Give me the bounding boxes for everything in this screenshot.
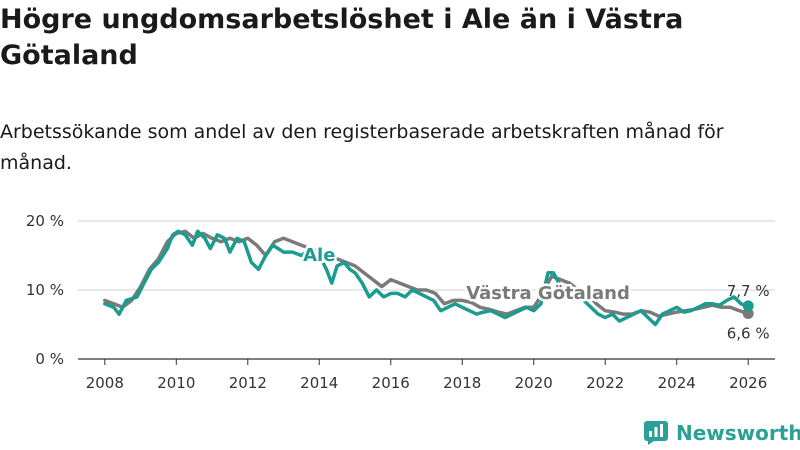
- chart-title: Högre ungdomsarbetslöshet i Ale än i Väs…: [0, 4, 684, 71]
- bar-chart-logo-icon: [644, 421, 668, 445]
- x-tick-label: 2026: [729, 374, 767, 392]
- y-tick-label: 20 %: [26, 212, 64, 230]
- y-tick-label: 10 %: [26, 281, 64, 299]
- series-labels: 6,6 % 7,7 % Ale Västra Götaland: [301, 243, 770, 343]
- x-tick-label: 2016: [372, 374, 410, 392]
- x-tick-label: 2024: [658, 374, 696, 392]
- series-label-v-stra-g-taland: Västra Götaland: [466, 283, 630, 304]
- logo-text: Newsworthy: [676, 421, 800, 445]
- x-tick-label: 2020: [515, 374, 553, 392]
- newsworthy-logo: Newsworthy: [644, 419, 800, 447]
- end-label-ale: 7,7 %: [727, 282, 770, 300]
- series-label-ale: Ale: [303, 245, 335, 266]
- y-tick-label: 0 %: [35, 350, 64, 368]
- chart-subtitle: Arbetssökande som andel av den registerb…: [0, 121, 724, 174]
- series-lines: [103, 229, 754, 327]
- x-tick-label: 2008: [86, 374, 124, 392]
- x-tick-label: 2012: [229, 374, 267, 392]
- y-axis-ticks: 0 % 10 % 20 %: [26, 212, 64, 368]
- x-tick-label: 2018: [443, 374, 481, 392]
- series-end-point-ale: [742, 300, 754, 312]
- x-axis-ticks: 2008 2010 2012 2014 2016 2018 2020 2022 2024 2026: [86, 359, 767, 392]
- x-tick-label: 2022: [586, 374, 624, 392]
- series-line-v-stra-g-taland: [103, 229, 750, 318]
- series-line-ale: [103, 229, 750, 327]
- series-end-point-v-stra-g-taland: [742, 307, 754, 319]
- end-label-v-stra-g-taland: 6,6 %: [727, 324, 770, 342]
- x-tick-label: 2010: [157, 374, 195, 392]
- x-tick-label: 2014: [300, 374, 338, 392]
